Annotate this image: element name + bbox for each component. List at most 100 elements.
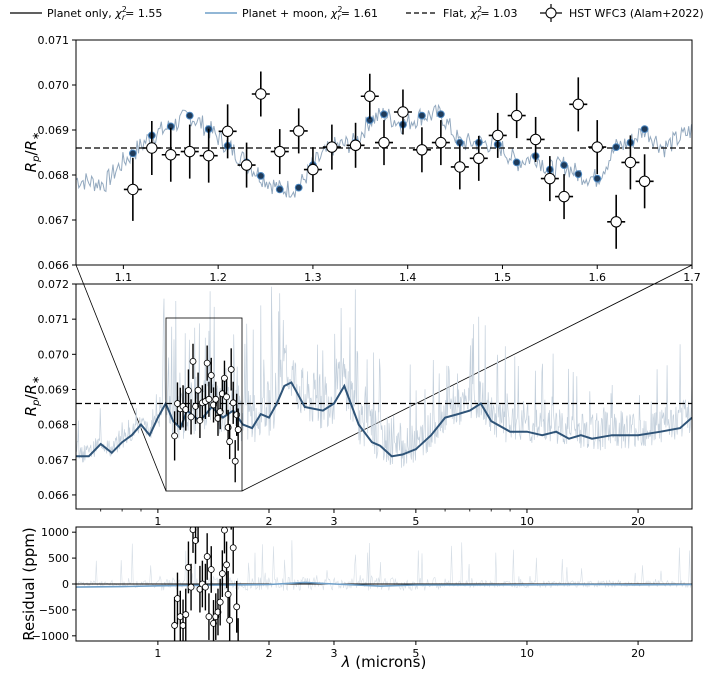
top-x-tick-label: 1.2: [209, 271, 227, 284]
bot-data-point: [230, 527, 232, 530]
top-data-point: [621, 135, 640, 190]
bot-data-point: [207, 546, 215, 593]
mid-zoom-box: [165, 317, 243, 492]
top-data-points: [123, 71, 654, 249]
legend-label-planet-moon: Planet + moon,: [242, 7, 331, 20]
mid-y-tick-label: 0.066: [38, 489, 70, 502]
top-data-point: [289, 108, 308, 154]
top-y-tick-label: 0.069: [38, 124, 70, 137]
bot-x-tick-label: 3: [330, 647, 337, 660]
top-data-point: [588, 120, 607, 175]
bot-data-point: [201, 563, 209, 611]
top-data-point: [431, 120, 450, 166]
top-model-marker: [436, 110, 445, 119]
top-data-point: [251, 71, 270, 117]
top-y-axis-label: Rp/R∗: [22, 132, 42, 173]
top-data-point: [199, 128, 218, 183]
bot-high-res-residual: [76, 540, 692, 592]
top-x-tick-label: 1.6: [588, 271, 606, 284]
top-data-point: [180, 124, 199, 179]
mid-x-ticks: 1 2 3 5 10 20: [100, 509, 645, 528]
mid-data-point: [174, 382, 181, 425]
bot-data-points: [171, 527, 241, 677]
mid-data-point: [223, 379, 230, 415]
mid-y-tick-label: 0.071: [38, 313, 70, 326]
bot-data-point: [226, 596, 234, 641]
top-model-marker: [380, 110, 388, 119]
mid-data-point: [234, 408, 242, 451]
panel-bottom: 1 2 3 5 10 20 −1000 −500 0 500 1000 Residual (ppm…: [20, 526, 693, 677]
bot-data-point: [171, 596, 179, 641]
mid-data-point: [210, 387, 217, 423]
bot-x-tick-label: 2: [265, 647, 272, 660]
svg-text:Planet + moon, χ2r= 1.61: Planet + moon, χ2 r= 1.61: [242, 5, 378, 22]
mid-data-point: [205, 381, 213, 417]
zoom-connector-left: [75, 264, 167, 492]
top-data-point: [555, 174, 574, 220]
mid-data-point: [227, 348, 235, 391]
mid-x-tick-label: 10: [520, 515, 534, 528]
top-data-point: [507, 93, 526, 139]
mid-y-tick-label: 0.069: [38, 383, 70, 396]
mid-data-point: [231, 440, 239, 483]
top-data-point: [569, 77, 588, 132]
mid-x-tick-label: 3: [330, 515, 337, 528]
top-frame: [75, 39, 693, 266]
top-data-point: [526, 116, 545, 162]
mid-data-point: [185, 369, 192, 412]
bot-x-tick-label: 5: [412, 647, 419, 660]
top-model-marker: [640, 125, 649, 134]
legend-entry-planet-moon: Planet + moon, χ2 r= 1.61: [205, 5, 378, 22]
bot-data-point: [214, 588, 222, 636]
top-data-point: [346, 122, 365, 168]
bot-x-tick-label: 20: [631, 647, 645, 660]
mid-frame: [75, 283, 693, 510]
top-y-tick-label: 0.071: [38, 34, 70, 47]
bot-y-tick-label: 500: [48, 552, 69, 565]
top-model-marker: [512, 158, 521, 167]
mid-x-tick-label: 20: [631, 515, 645, 528]
bot-data-point: [236, 618, 240, 641]
top-model-marker: [418, 111, 426, 120]
bot-x-ticks: 1 2 3 5 10 20: [154, 641, 645, 660]
top-data-point: [237, 142, 256, 188]
top-model-marker: [574, 170, 583, 179]
mid-y-tick-label: 0.068: [38, 419, 70, 432]
top-x-ticks: 1.1 1.2 1.3 1.4 1.5 1.6 1.7: [115, 265, 701, 284]
bot-data-point: [224, 571, 232, 618]
top-data-point: [607, 194, 626, 249]
top-data-point: [303, 147, 322, 193]
bot-x-tick-label: 1: [154, 647, 161, 660]
top-model-marker: [185, 111, 194, 120]
top-data-point: [123, 157, 142, 221]
top-x-tick-label: 1.1: [115, 271, 133, 284]
top-data-point: [488, 112, 507, 158]
mid-data-point: [229, 381, 237, 424]
svg-text:Flat, χ2r= 1.03: Flat, χ2 r= 1.03: [443, 5, 518, 22]
bot-data-point: [232, 646, 238, 677]
top-x-tick-label: 1.7: [683, 271, 701, 284]
mid-x-tick-label: 1: [154, 515, 161, 528]
top-x-tick-label: 1.5: [494, 271, 512, 284]
top-model-marker: [128, 149, 137, 158]
top-data-point: [393, 89, 412, 135]
top-model-marker: [256, 172, 265, 180]
top-data-point: [270, 129, 289, 175]
bot-data-point: [185, 541, 192, 594]
top-y-ticks: 0.066 0.067 0.068 0.069 0.070 0.071: [38, 34, 76, 272]
svg-text:Planet only, χ2r= 1.55: Planet only, χ2 r= 1.55: [47, 5, 162, 22]
legend-label-planet-only: Planet only,: [47, 7, 115, 20]
bot-data-point: [216, 578, 224, 626]
top-data-point: [375, 120, 393, 166]
legend-label-hst: HST WFC3 (Alam+2022): [569, 7, 704, 20]
top-data-point: [322, 124, 341, 170]
mid-high-res-model: [76, 286, 692, 468]
bot-residual-line: [76, 581, 692, 588]
legend-label-flat: Flat,: [443, 7, 470, 20]
top-data-point: [161, 127, 180, 182]
top-data-point: [469, 135, 488, 181]
mid-data-point: [171, 411, 179, 461]
bot-y-tick-label: 1000: [41, 526, 69, 539]
mid-x-tick-label: 5: [412, 515, 419, 528]
bot-data-point: [197, 527, 199, 543]
